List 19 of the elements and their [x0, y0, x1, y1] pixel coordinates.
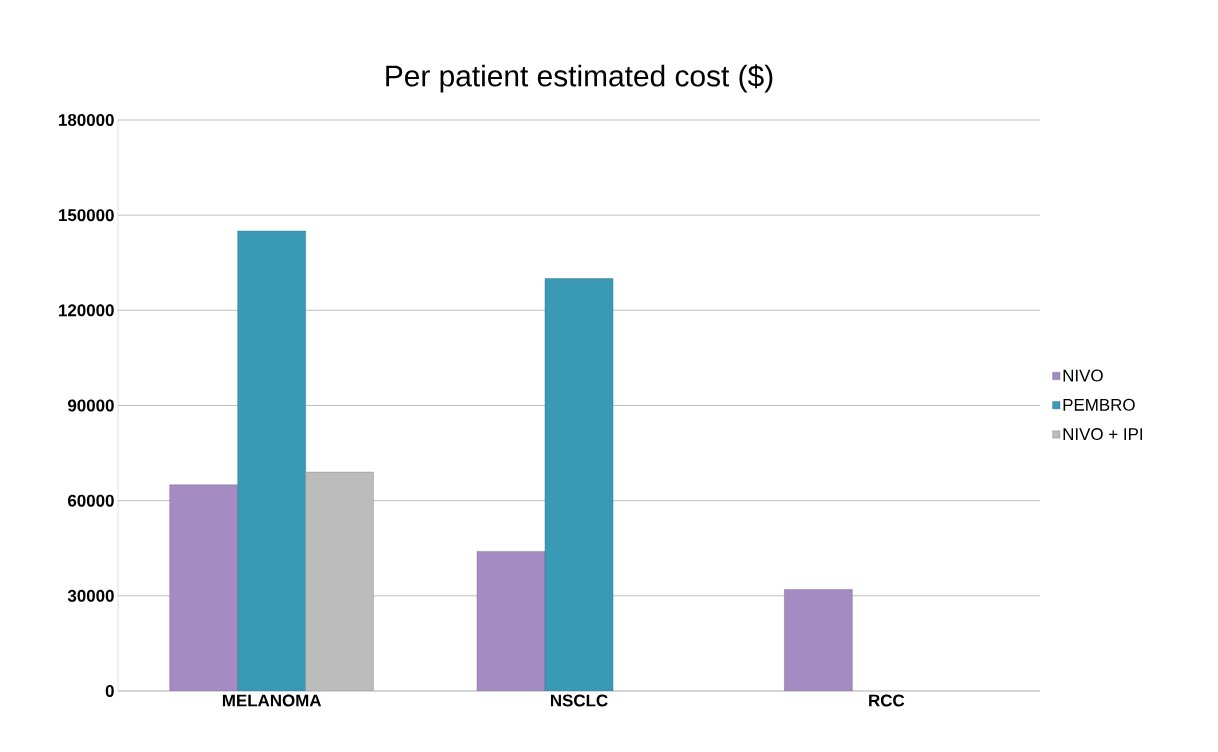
bar: [784, 589, 853, 691]
x-tick-label: RCC: [869, 694, 905, 707]
chart-title: Per patient estimated cost ($): [386, 64, 773, 93]
y-tick-label: 30000: [67, 589, 114, 602]
legend-label: PEMBRO: [1063, 398, 1135, 411]
y-tick-label: 180000: [59, 113, 114, 126]
y-tick-label: 0: [105, 684, 114, 697]
bar: [476, 551, 546, 691]
y-tick-label: 150000: [59, 209, 114, 222]
legend-label: NIVO: [1063, 369, 1103, 382]
bar: [169, 484, 238, 691]
bar: [237, 230, 306, 691]
x-tick-label: MELANOMA: [222, 694, 322, 707]
legend-label: NIVO + IPI: [1063, 428, 1143, 441]
y-tick-label: 90000: [67, 399, 114, 412]
bar: [544, 278, 614, 691]
y-tick-label: 60000: [68, 494, 114, 507]
x-tick-label: NSCLC: [550, 694, 608, 707]
y-tick-label: 120000: [59, 304, 114, 317]
